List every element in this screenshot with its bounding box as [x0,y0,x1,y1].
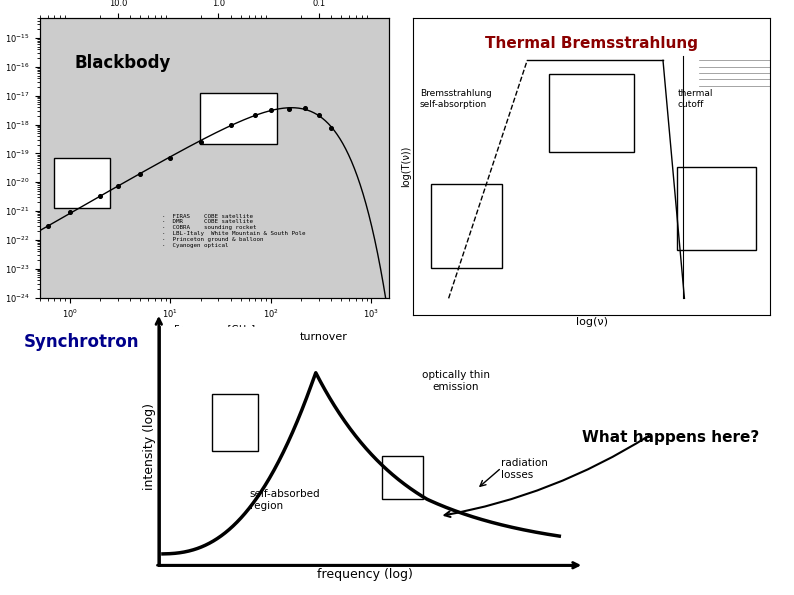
Point [195,137,207,146]
Bar [213,394,258,451]
Bar [200,93,277,143]
Point [111,181,124,190]
Text: Synchrotron: Synchrotron [24,333,139,351]
Point [64,208,76,217]
Point [164,153,177,162]
Bar [54,158,110,208]
Point [325,123,337,133]
Point [134,170,147,179]
Text: What happens here?: What happens here? [582,430,760,445]
Bar [677,167,756,250]
Text: thermal
cutoff: thermal cutoff [677,89,713,109]
Text: Blackbody: Blackbody [75,54,171,72]
Point [282,104,295,114]
Point [94,191,106,201]
Text: self-absorbed
region: self-absorbed region [249,489,320,511]
Point [299,104,312,113]
Point [313,110,326,120]
Point [41,222,54,231]
Point [264,105,277,115]
Text: optically thin
emission: optically thin emission [422,370,490,392]
Y-axis label: intensity (log): intensity (log) [143,403,156,490]
Bar [430,184,502,268]
Point [249,110,262,120]
Text: Bremsstrahlung
self-absorption: Bremsstrahlung self-absorption [420,89,491,109]
Bar [549,74,634,152]
X-axis label: frequency (log): frequency (log) [318,568,413,581]
X-axis label: Frequency [GHz]: Frequency [GHz] [174,325,255,335]
Text: radiation
losses: radiation losses [502,458,549,480]
Text: ·  FIRAS    COBE satellite
·  DMR      COBE satellite
·  COBRA    sounding rocke: · FIRAS COBE satellite · DMR COBE satell… [162,214,306,248]
Text: Thermal Bremsstrahlung: Thermal Bremsstrahlung [485,36,698,51]
Point [225,120,237,129]
Y-axis label: log(T(ν)): log(T(ν)) [402,146,411,187]
Text: turnover: turnover [300,332,348,342]
X-axis label: log(ν): log(ν) [576,317,607,327]
Bar [382,456,423,499]
